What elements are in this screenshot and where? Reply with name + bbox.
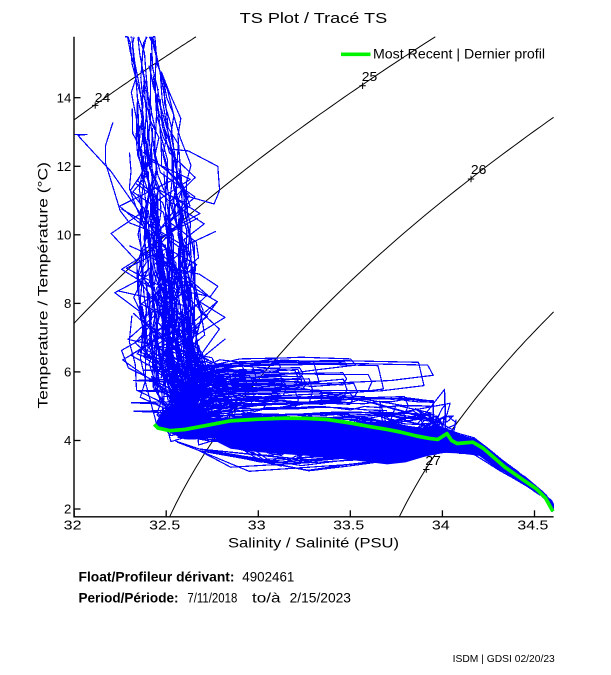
svg-text:4: 4 [64,433,71,448]
svg-text:24: 24 [95,90,111,105]
svg-text:12: 12 [57,159,72,174]
svg-text:32: 32 [64,517,82,532]
svg-text:8: 8 [64,296,71,311]
svg-text:25: 25 [362,69,378,84]
svg-text:14: 14 [57,90,72,105]
svg-text:34.5: 34.5 [517,517,548,532]
svg-text:Salinity / Salinité (PSU): Salinity / Salinité (PSU) [228,536,399,551]
svg-text:6: 6 [64,365,71,380]
svg-text:32.5: 32.5 [149,517,180,532]
svg-text:2: 2 [64,502,71,517]
svg-text:10: 10 [57,227,72,242]
svg-text:TS Plot / Tracé TS: TS Plot / Tracé TS [240,10,388,27]
svg-text:33: 33 [248,517,266,532]
svg-text:33.5: 33.5 [333,517,364,532]
svg-text:34: 34 [432,517,450,532]
svg-text:26: 26 [471,162,487,177]
svg-text:Temperature / Température (°C): Temperature / Température (°C) [35,162,51,409]
svg-text:ISDM | GDSI 02/20/23: ISDM | GDSI 02/20/23 [453,653,555,665]
svg-text:27: 27 [425,453,441,468]
svg-text:Float/Profileur dérivant:49024: Float/Profileur dérivant: 4902461 [79,569,295,584]
svg-text:Most Recent | Dernier profil: Most Recent | Dernier profil [373,46,545,61]
